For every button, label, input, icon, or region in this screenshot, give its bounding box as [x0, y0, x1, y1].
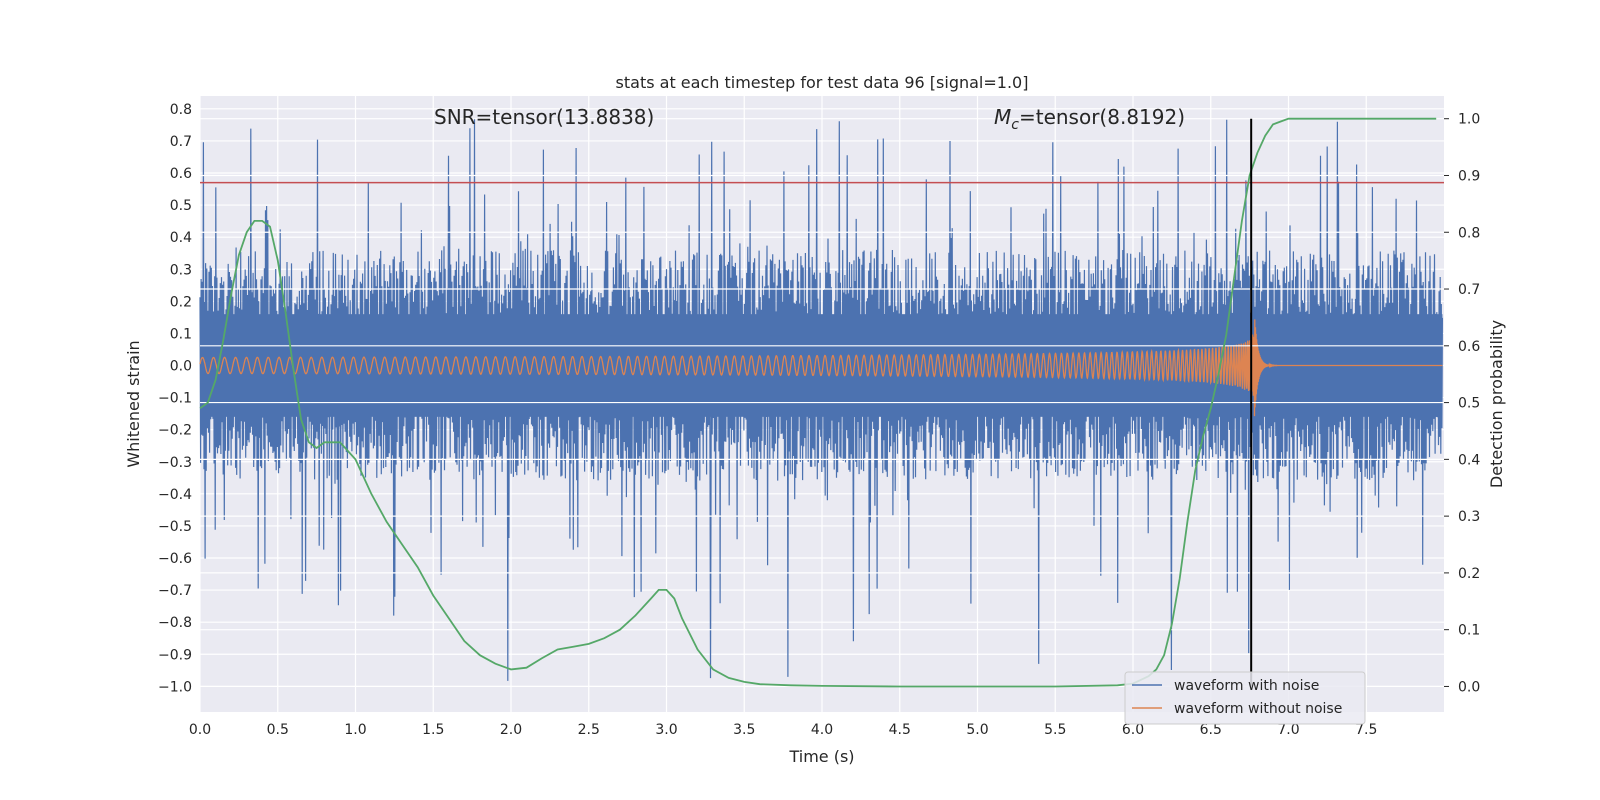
- y-tick-label: 0.7: [170, 134, 192, 150]
- x-tick-label: 3.5: [733, 722, 755, 738]
- x-tick-label: 0.0: [189, 722, 211, 738]
- y2-tick-label: 0.0: [1458, 679, 1480, 695]
- y2-tick-label: 0.3: [1458, 509, 1480, 525]
- x-tick-label: 6.0: [1122, 722, 1144, 738]
- y-tick-label: −1.0: [158, 679, 192, 695]
- mc-value: =tensor(8.8192): [1019, 105, 1185, 129]
- x-tick-label: 4.0: [811, 722, 833, 738]
- y2-tick-label: 0.8: [1458, 225, 1480, 241]
- y-tick-label: −0.2: [158, 423, 192, 439]
- y-tick-label: −0.8: [158, 615, 192, 631]
- y2-tick-label: 0.2: [1458, 566, 1480, 582]
- y-tick-label: −0.9: [158, 647, 192, 663]
- y-tick-label: −0.5: [158, 519, 192, 535]
- legend: waveform with noise waveform without noi…: [1124, 671, 1366, 725]
- y-tick-label: 0.4: [170, 230, 192, 246]
- series-waveform-without-noise: [199, 319, 1443, 417]
- series-detection-probability: [199, 117, 1437, 688]
- x-tick-label: 1.0: [344, 722, 366, 738]
- y-tick-label: 0.5: [170, 198, 192, 214]
- x-axis-label: Time (s): [788, 747, 854, 766]
- legend-box: [1124, 671, 1366, 725]
- x-tick-label: 1.5: [422, 722, 444, 738]
- y-tick-label: 0.2: [170, 294, 192, 310]
- mc-symbol: M: [994, 105, 1011, 129]
- legend-label-noise: waveform with noise: [1174, 678, 1319, 694]
- x-tick-label: 5.5: [1044, 722, 1066, 738]
- y-tick-label: −0.7: [158, 583, 192, 599]
- snr-annotation: SNR=tensor(13.8838): [434, 105, 654, 129]
- y2-axis-label: Detection probability: [1487, 320, 1506, 488]
- y-tick-label: 0.1: [170, 326, 192, 342]
- y-tick-label: −0.4: [158, 487, 192, 503]
- y2-tick-label: 0.5: [1458, 396, 1480, 412]
- y-tick-label: −0.1: [158, 391, 192, 407]
- mc-annotation: Mc=tensor(8.8192): [994, 105, 1185, 133]
- x-tick-label: 7.0: [1277, 722, 1299, 738]
- y-tick-label: 0.3: [170, 262, 192, 278]
- legend-label-clean: waveform without noise: [1174, 701, 1342, 717]
- y2-tick-label: 0.7: [1458, 282, 1480, 298]
- y-tick-label: 0.0: [170, 359, 192, 375]
- y2-tick-label: 0.6: [1458, 339, 1480, 355]
- mc-subscript: c: [1011, 117, 1019, 133]
- y-tick-label: 0.8: [170, 102, 192, 118]
- ticks: 0.0 0.5 1.0 1.5 2.0 2.5 3.0 3.5 4.0 4.5 5.0 5.5 6.0 6…: [158, 102, 1480, 738]
- x-tick-label: 4.5: [889, 722, 911, 738]
- y2-tick-label: 0.4: [1458, 452, 1480, 468]
- chart-title: stats at each timestep for test data 96 …: [616, 73, 1029, 92]
- series-layer: [199, 117, 1444, 688]
- x-tick-label: 2.0: [500, 722, 522, 738]
- x-tick-label: 0.5: [267, 722, 289, 738]
- y2-tick-label: 0.9: [1458, 168, 1480, 184]
- x-tick-label: 7.5: [1355, 722, 1377, 738]
- y-tick-label: 0.6: [170, 166, 192, 182]
- y2-tick-label: 0.1: [1458, 623, 1480, 639]
- y-tick-label: −0.6: [158, 551, 192, 567]
- y-axis-label: Whitened strain: [124, 340, 143, 467]
- x-tick-label: 2.5: [578, 722, 600, 738]
- x-tick-label: 5.0: [966, 722, 988, 738]
- x-tick-label: 6.5: [1200, 722, 1222, 738]
- y2-tick-label: 1.0: [1458, 112, 1480, 128]
- y-tick-label: −0.3: [158, 455, 192, 471]
- x-tick-label: 3.0: [655, 722, 677, 738]
